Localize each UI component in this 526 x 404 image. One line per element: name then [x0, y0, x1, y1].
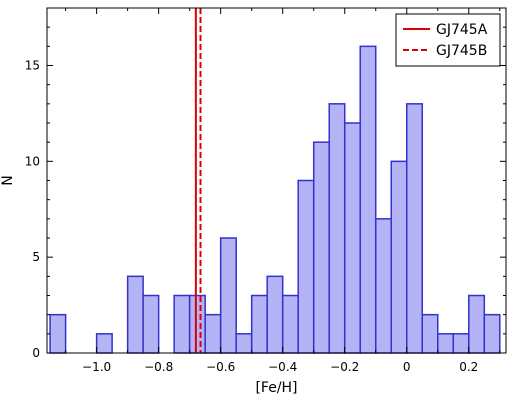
- bars-group: [49, 45, 501, 354]
- x-tick-label: −0.6: [206, 360, 235, 374]
- histogram-bar: [173, 294, 191, 354]
- histogram-bar: [452, 333, 470, 354]
- histogram-bar: [312, 141, 330, 354]
- legend: GJ745A GJ745B: [395, 13, 501, 67]
- histogram-bar: [468, 294, 486, 354]
- legend-label-gj745b: GJ745B: [436, 43, 487, 59]
- y-axis-label: N: [0, 175, 16, 185]
- histogram-bar: [390, 160, 408, 354]
- legend-box: [395, 13, 501, 67]
- y-tick-label: 5: [32, 250, 40, 264]
- histogram-bar: [142, 294, 160, 354]
- x-tick-label: −1.0: [82, 360, 111, 374]
- x-tick-label: −0.8: [144, 360, 173, 374]
- histogram-bar: [483, 313, 501, 354]
- y-tick-label: 10: [25, 154, 40, 168]
- legend-label-gj745a: GJ745A: [436, 22, 488, 38]
- x-tick-label: −0.2: [330, 360, 359, 374]
- y-tick-label: 15: [25, 59, 40, 73]
- histogram-bar: [95, 333, 113, 354]
- histogram-bar: [250, 294, 268, 354]
- histogram-bar: [297, 179, 315, 354]
- histogram-bar: [281, 294, 299, 354]
- histogram-bar: [49, 313, 67, 354]
- histogram-bar: [328, 103, 346, 354]
- histogram-bar: [437, 333, 455, 354]
- histogram-bar: [204, 313, 222, 354]
- histogram-bar: [126, 275, 144, 354]
- histogram-bar: [406, 103, 424, 354]
- histogram-bar: [219, 237, 237, 354]
- histogram-bar: [266, 275, 284, 354]
- histogram-bar: [343, 122, 361, 354]
- histogram-bar: [421, 313, 439, 354]
- x-axis-label: [Fe/H]: [255, 380, 297, 396]
- x-tick-label: −0.4: [268, 360, 297, 374]
- x-tick-label: 0.2: [459, 360, 478, 374]
- histogram-bar: [235, 333, 253, 354]
- histogram-bar: [359, 45, 377, 354]
- histogram-bar: [374, 218, 393, 354]
- y-tick-label: 0: [32, 346, 40, 360]
- x-tick-label: 0: [403, 360, 411, 374]
- histogram-bar: [188, 294, 206, 354]
- axis-ticks: −1.0 −0.8 −0.6 −0.4 −0.2 0 0.2 0 5 10 15: [25, 7, 506, 374]
- reference-lines: [194, 8, 202, 353]
